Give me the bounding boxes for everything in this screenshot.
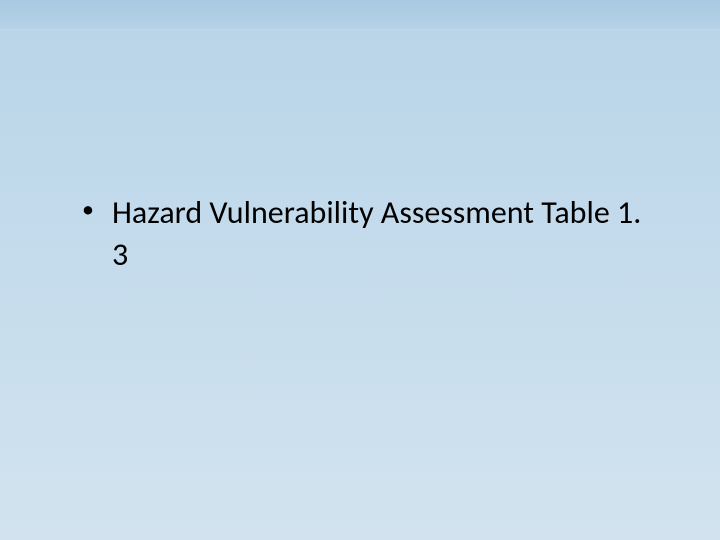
slide-content: • Hazard Vulnerability Assessment Table … — [82, 192, 660, 275]
slide-header-band — [0, 0, 720, 30]
list-item: • Hazard Vulnerability Assessment Table … — [82, 192, 660, 275]
bullet-text: Hazard Vulnerability Assessment Table 1.… — [112, 192, 660, 275]
bullet-icon: • — [82, 194, 94, 225]
